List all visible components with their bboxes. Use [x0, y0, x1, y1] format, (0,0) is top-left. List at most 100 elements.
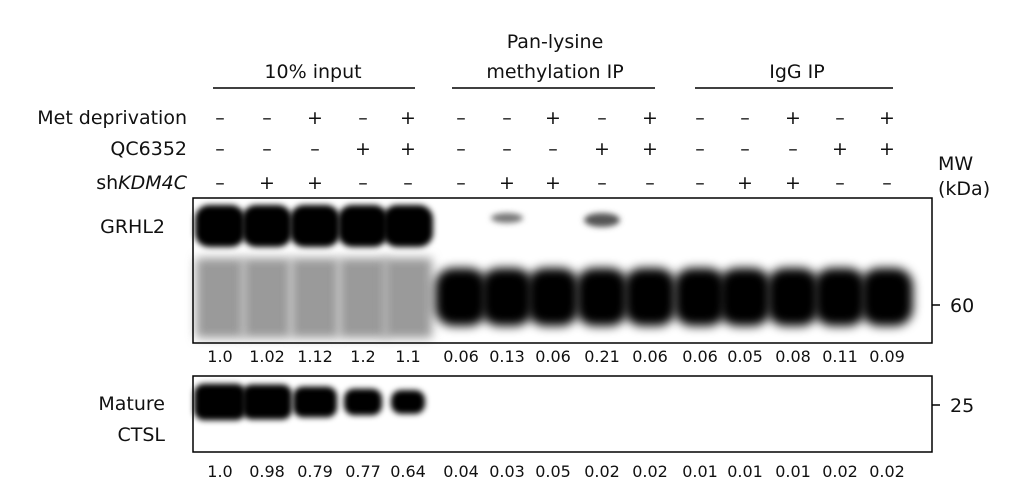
condition-label: Met deprivation	[37, 107, 187, 129]
sign: –	[262, 138, 272, 160]
sign: +	[307, 172, 323, 194]
quantification: 0.05	[727, 347, 763, 366]
label-prefix: sh	[96, 172, 118, 194]
sign: –	[358, 107, 368, 129]
quantification: 0.02	[584, 462, 620, 481]
band	[481, 268, 533, 326]
sign: +	[832, 138, 848, 160]
band	[242, 205, 292, 247]
condition-label: QC6352	[110, 138, 187, 160]
quantification: 0.64	[390, 462, 426, 481]
sign: –	[645, 172, 655, 194]
sign: +	[400, 107, 416, 129]
band	[674, 268, 726, 326]
band	[196, 258, 244, 338]
quantification: 1.2	[350, 347, 375, 366]
band	[861, 268, 913, 326]
group-label: Pan-lysine	[507, 31, 604, 53]
sign: +	[545, 107, 561, 129]
sign: –	[597, 107, 607, 129]
quantification: 0.02	[632, 462, 668, 481]
sign: –	[403, 172, 413, 194]
quantification: 0.11	[822, 347, 858, 366]
blot-label: GRHL2	[100, 216, 165, 238]
marker-label: 60	[950, 295, 974, 317]
band	[767, 268, 819, 326]
sign: –	[548, 138, 558, 160]
band	[576, 268, 628, 326]
group-label: 10% input	[264, 61, 361, 83]
band	[338, 205, 388, 247]
band	[344, 388, 382, 416]
band	[293, 386, 337, 418]
quantification: 0.01	[727, 462, 763, 481]
quantification: 0.05	[535, 462, 571, 481]
band	[194, 383, 246, 421]
quantification: 0.02	[869, 462, 905, 481]
sign: –	[456, 138, 466, 160]
sign: –	[835, 107, 845, 129]
quantification: 1.0	[207, 462, 232, 481]
sign: –	[215, 172, 225, 194]
sign: –	[882, 172, 892, 194]
sign: –	[215, 107, 225, 129]
group-label: IgG IP	[769, 61, 825, 83]
quantification: 0.02	[822, 462, 858, 481]
band	[491, 213, 523, 223]
quantification: 1.12	[297, 347, 333, 366]
sign: +	[499, 172, 515, 194]
blot-label: Mature	[98, 393, 165, 415]
group-label: methylation IP	[486, 61, 623, 83]
marker-label: 25	[950, 395, 974, 417]
label-gene: KDM4C	[118, 172, 188, 194]
mw-label: (kDa)	[938, 178, 990, 200]
sign: –	[262, 107, 272, 129]
band	[384, 258, 432, 338]
sign: +	[355, 138, 371, 160]
quantification: 1.02	[249, 347, 285, 366]
quantification: 1.1	[395, 347, 420, 366]
sign: –	[310, 138, 320, 160]
quantification: 0.21	[584, 347, 620, 366]
band	[391, 390, 425, 414]
sign: +	[785, 172, 801, 194]
sign: –	[358, 172, 368, 194]
quantification: 0.06	[632, 347, 668, 366]
sign: –	[695, 172, 705, 194]
band	[242, 384, 292, 420]
quantification: 0.98	[249, 462, 285, 481]
sign: +	[879, 138, 895, 160]
sign: –	[695, 107, 705, 129]
mw-label: MW	[938, 153, 973, 175]
quantification: 0.06	[535, 347, 571, 366]
band	[195, 205, 245, 247]
sign: +	[737, 172, 753, 194]
quantification: 0.08	[775, 347, 811, 366]
sign: +	[642, 138, 658, 160]
quantification: 0.09	[869, 347, 905, 366]
sign: –	[502, 138, 512, 160]
band	[339, 258, 387, 338]
blot-label: CTSL	[117, 424, 165, 446]
quantification: 0.04	[443, 462, 479, 481]
band	[527, 268, 579, 326]
band	[383, 205, 433, 247]
sign: –	[456, 107, 466, 129]
sign: +	[642, 107, 658, 129]
sign: +	[879, 107, 895, 129]
sign: –	[597, 172, 607, 194]
band	[435, 268, 487, 326]
quantification: 0.01	[682, 462, 718, 481]
quantification: 1.0	[207, 347, 232, 366]
sign: +	[785, 107, 801, 129]
sign: +	[545, 172, 561, 194]
sign: +	[400, 138, 416, 160]
blot-grhl2	[192, 197, 933, 344]
quantification: 0.06	[682, 347, 718, 366]
quantification: 0.03	[489, 462, 525, 481]
quantification: 0.77	[345, 462, 381, 481]
band	[584, 213, 620, 227]
quantification: 0.79	[297, 462, 333, 481]
sign: +	[307, 107, 323, 129]
